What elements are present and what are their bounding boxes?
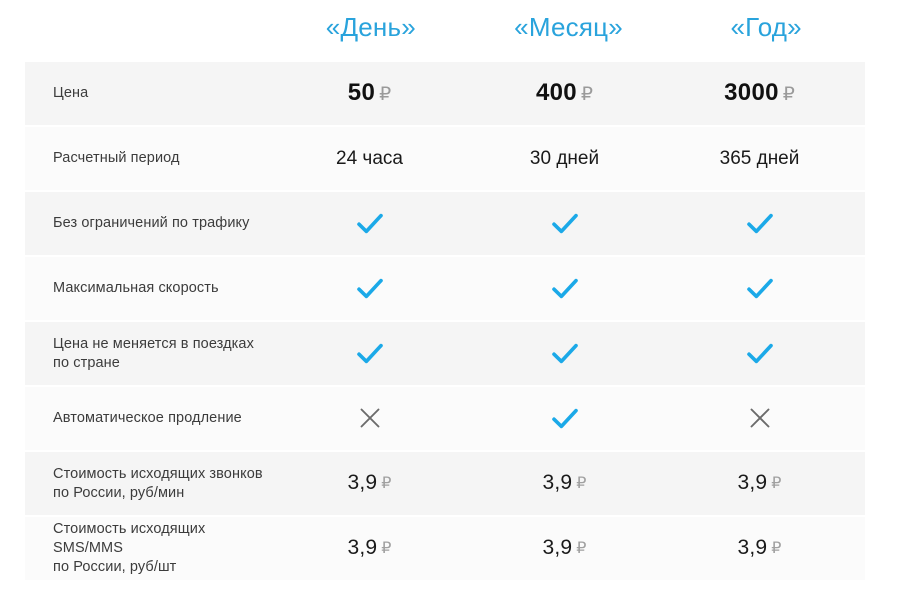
row-label: Стоимость исходящих SMS/MMS по России, ру… [53, 520, 272, 577]
rate-cell: 3,9 ₽ [272, 471, 467, 496]
period-cell: 365 дней [662, 147, 857, 171]
check-icon [551, 343, 578, 364]
table-row: Цена 50 ₽400 ₽3000 ₽ [25, 62, 865, 125]
rate-amount: 3,9 [737, 536, 768, 559]
price-cell: 3000 ₽ [662, 78, 857, 107]
ruble-sign-icon: ₽ [576, 540, 587, 557]
price-amount: 50 [347, 78, 376, 106]
feature-excluded-cell [272, 407, 467, 431]
price-amount: 3000 [724, 78, 779, 106]
table-row: Стоимость исходящих звонков по России, ру… [25, 452, 865, 515]
row-label: Без ограничений по трафику [53, 215, 250, 231]
price-cell: 400 ₽ [467, 78, 662, 107]
rate-amount: 3,9 [737, 471, 768, 494]
ruble-sign-icon: ₽ [381, 475, 392, 492]
rate-cell: 3,9 ₽ [467, 471, 662, 496]
rate-amount: 3,9 [347, 536, 378, 559]
ruble-sign-icon: ₽ [771, 475, 782, 492]
feature-included-cell [272, 342, 467, 366]
period-value: 30 дней [529, 147, 600, 169]
check-icon [746, 343, 773, 364]
ruble-sign-icon: ₽ [580, 83, 594, 105]
period-value: 365 дней [719, 147, 800, 169]
plan-header-year[interactable]: «Год» [730, 12, 802, 42]
feature-included-cell [467, 277, 662, 301]
feature-included-cell [467, 342, 662, 366]
ruble-sign-icon: ₽ [782, 83, 795, 105]
check-icon [356, 213, 383, 234]
row-label-line2: по России, руб/шт [53, 559, 177, 575]
table-row: Цена не меняется в поездках по стране [25, 322, 865, 385]
table-row: Автоматическое продление [25, 387, 865, 450]
row-label-line2: по стране [53, 354, 120, 371]
check-icon [356, 278, 383, 299]
table-header-row: «День» «Месяц» «Год» [0, 0, 898, 42]
row-label: Автоматическое продление [53, 410, 242, 426]
feature-included-cell [467, 407, 662, 431]
check-icon [551, 213, 578, 234]
period-cell: 30 дней [467, 147, 662, 171]
period-value: 24 часа [336, 147, 403, 169]
feature-included-cell [662, 212, 857, 236]
feature-included-cell [467, 212, 662, 236]
rate-amount: 3,9 [347, 471, 378, 494]
period-cell: 24 часа [272, 147, 467, 171]
table-row: Максимальная скорость [25, 257, 865, 320]
cross-icon [749, 407, 771, 429]
feature-included-cell [272, 212, 467, 236]
ruble-sign-icon: ₽ [576, 475, 587, 492]
rate-cell: 3,9 ₽ [467, 536, 662, 561]
table-body: Цена 50 ₽400 ₽3000 ₽ Расчетный период 24 часа 3… [25, 62, 865, 582]
check-icon [356, 343, 383, 364]
table-row: Стоимость исходящих SMS/MMS по России, ру… [25, 517, 865, 580]
rate-cell: 3,9 ₽ [272, 536, 467, 561]
check-icon [551, 278, 578, 299]
row-label-line2: по России, руб/мин [53, 484, 185, 501]
feature-excluded-cell [662, 407, 857, 431]
plan-header-day[interactable]: «День» [325, 12, 416, 42]
ruble-sign-icon: ₽ [771, 540, 782, 557]
row-label: Стоимость исходящих звонков по России, ру… [53, 465, 272, 503]
check-icon [746, 213, 773, 234]
table-row: Без ограничений по трафику [25, 192, 865, 255]
table-row: Расчетный период 24 часа 30 дней 365 дней [25, 127, 865, 190]
ruble-sign-icon: ₽ [381, 540, 392, 557]
rate-cell: 3,9 ₽ [662, 536, 857, 561]
check-icon [746, 278, 773, 299]
row-label: Максимальная скорость [53, 280, 219, 296]
plan-header-month[interactable]: «Месяц» [514, 12, 623, 42]
row-label: Цена не меняется в поездках по стране [53, 335, 272, 373]
price-amount: 400 [535, 78, 577, 106]
row-label: Расчетный период [53, 150, 180, 166]
check-icon [551, 408, 578, 429]
rate-amount: 3,9 [542, 536, 573, 559]
rate-cell: 3,9 ₽ [662, 471, 857, 496]
rate-amount: 3,9 [542, 471, 573, 494]
row-label: Цена [53, 85, 89, 101]
price-cell: 50 ₽ [272, 78, 467, 107]
feature-included-cell [662, 342, 857, 366]
feature-included-cell [272, 277, 467, 301]
cross-icon [359, 407, 381, 429]
feature-included-cell [662, 277, 857, 301]
ruble-sign-icon: ₽ [379, 83, 392, 105]
